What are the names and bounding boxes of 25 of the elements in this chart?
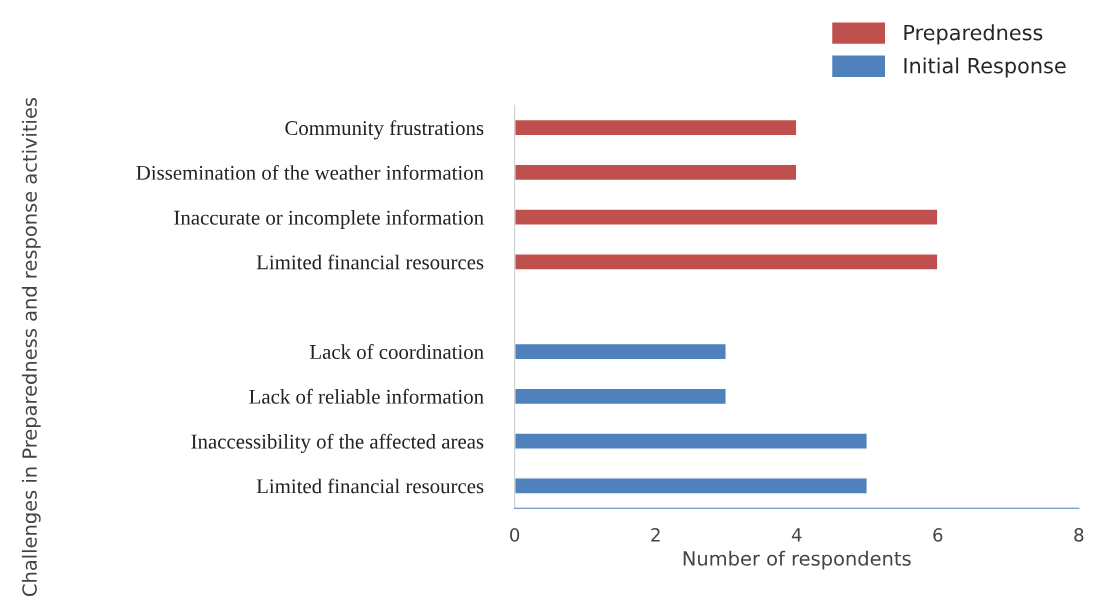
bar xyxy=(514,477,868,495)
bar xyxy=(514,163,798,182)
y-tick-label: Lack of reliable information xyxy=(249,388,484,404)
x-tick-label: 4 xyxy=(791,528,802,542)
y-tick-label: Community frustrations xyxy=(285,120,484,140)
x-tick-label: 2 xyxy=(651,528,660,542)
x-axis-title: Number of respondents xyxy=(683,550,911,570)
y-axis-title: Challenges in Preparedness and response activities xyxy=(21,97,41,596)
x-tick-label: 0 xyxy=(510,528,520,542)
x-tick-label: 6 xyxy=(933,528,943,542)
y-tick-label: Lack of coordination xyxy=(309,344,484,359)
bar xyxy=(514,387,727,406)
x-tick-label: 8 xyxy=(1074,528,1084,542)
bar xyxy=(514,118,798,137)
bar xyxy=(514,208,939,226)
legend-label: Preparedness xyxy=(904,24,1043,45)
bar xyxy=(514,432,868,450)
y-tick-label: Dissemination of the weather information xyxy=(136,164,484,180)
bar xyxy=(514,342,727,361)
bar xyxy=(514,253,939,271)
y-tick-label: Limited financial resources xyxy=(256,254,484,270)
legend-label: Initial Response xyxy=(904,57,1066,78)
y-tick-label: Inaccessibility of the affected areas xyxy=(191,433,484,453)
y-tick-label: Limited financial resources xyxy=(256,478,484,494)
y-tick-label: Inaccurate or incomplete information xyxy=(174,209,484,229)
